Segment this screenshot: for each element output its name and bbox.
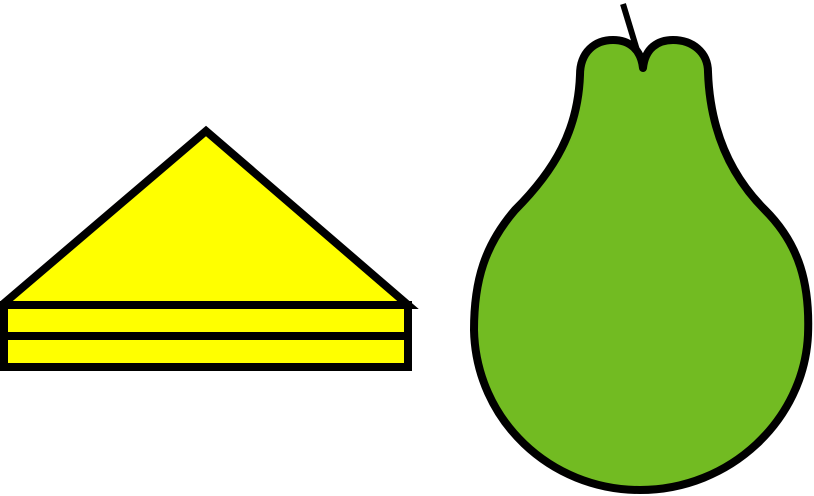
green-pear-icon — [470, 3, 813, 494]
yellow-sandwich-icon — [0, 125, 419, 371]
pear-body — [470, 36, 813, 494]
sandwich-top-triangle — [0, 125, 419, 309]
sandwich-layer-lower — [0, 332, 412, 371]
sandwich-layer-upper — [0, 301, 412, 340]
